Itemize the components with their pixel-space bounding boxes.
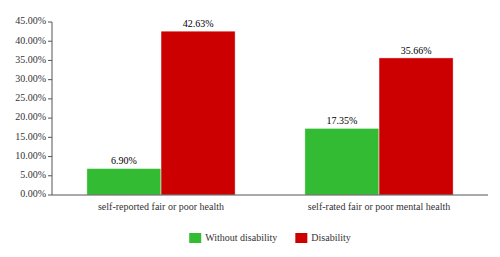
legend-label: Without disability: [205, 232, 277, 243]
legend-swatch: [189, 233, 201, 243]
data-label: 42.63%: [183, 18, 214, 29]
data-label: 35.66%: [401, 45, 432, 56]
y-axis-line: [52, 22, 53, 195]
y-tick-label: 15.00%: [15, 131, 46, 142]
legend: Without disability Disability: [189, 232, 351, 243]
y-tick: [48, 98, 52, 99]
y-tick: [48, 79, 52, 80]
bar: [87, 168, 161, 195]
legend-item: Disability: [295, 232, 350, 243]
y-tick: [48, 156, 52, 157]
x-axis: self-reported fair or poor health self-ra…: [98, 201, 450, 212]
chart-container: 0.00% 5.00% 10.00% 15.00% 20.00% 25.00% 30.00%…: [0, 0, 500, 257]
y-axis: 0.00% 5.00% 10.00% 15.00% 20.00% 25.00% 30.00%…: [15, 15, 52, 199]
y-tick-label: 40.00%: [15, 35, 46, 46]
y-tick-label: 10.00%: [15, 150, 46, 161]
legend-item: Without disability: [189, 232, 277, 243]
data-label: 6.90%: [111, 155, 137, 166]
y-tick: [48, 118, 52, 119]
y-tick: [48, 195, 52, 196]
y-tick-label: 20.00%: [15, 111, 46, 122]
legend-label: Disability: [311, 232, 350, 243]
y-tick: [48, 175, 52, 176]
x-tick-label: self-rated fair or poor mental health: [308, 201, 450, 212]
y-tick-label: 25.00%: [15, 92, 46, 103]
bar: [161, 31, 235, 195]
bar: [305, 128, 379, 195]
data-label: 17.35%: [327, 115, 358, 126]
y-tick-label: 35.00%: [15, 54, 46, 65]
y-tick-label: 5.00%: [20, 169, 46, 180]
x-axis-line: [52, 195, 488, 196]
y-tick: [48, 41, 52, 42]
y-tick-label: 30.00%: [15, 73, 46, 84]
y-tick-label: 45.00%: [15, 15, 46, 26]
data-labels: 6.90% 17.35% 42.63% 35.66%: [111, 18, 431, 166]
y-tick: [48, 22, 52, 23]
x-tick-label: self-reported fair or poor health: [98, 201, 224, 212]
legend-swatch: [295, 233, 307, 243]
y-tick: [48, 60, 52, 61]
chart: 0.00% 5.00% 10.00% 15.00% 20.00% 25.00% 30.00%…: [0, 0, 500, 257]
bar: [379, 58, 453, 195]
y-tick: [48, 137, 52, 138]
bars: [87, 31, 453, 195]
y-tick-label: 0.00%: [20, 188, 46, 199]
